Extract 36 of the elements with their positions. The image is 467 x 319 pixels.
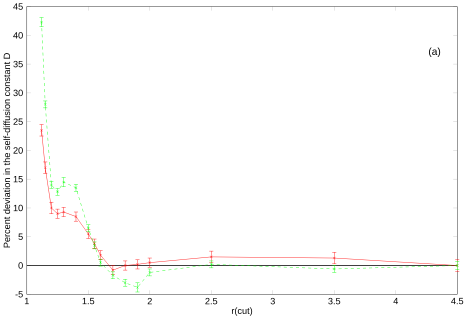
point [74,186,78,190]
y-axis-title: Percent deviation in the self-diffusion constant D [3,53,10,248]
y-tick-label: 35 [13,60,23,68]
y-tick-label: 5 [18,233,23,240]
point [62,180,66,184]
x-tick-label: 2.5 [205,298,218,304]
x-axis-title: r(cut) [232,307,252,316]
point [148,261,152,264]
y-tick-label: 15 [14,176,23,182]
point [99,254,102,256]
x-tick-label: 3.5 [328,298,340,304]
y-tick-label: 20 [13,147,23,154]
point [40,20,43,24]
y-tick-label: -5 [15,291,23,298]
point [50,184,53,186]
x-tick-label: 3 [270,298,275,304]
x-tick-label: 1.5 [82,298,94,304]
point [136,286,139,289]
point [124,264,127,267]
y-tick-label: 45 [13,3,23,10]
x-tick-label: 2 [148,298,152,304]
x-tick-label: 4.5 [451,298,464,304]
point [62,210,66,214]
point [56,212,59,216]
y-tick-label: 10 [14,204,23,212]
point [74,215,78,218]
point [112,268,114,272]
y-tick-label: 0 [18,262,23,269]
x-tick-label: 1 [24,298,29,304]
y-tick-label: 30 [13,90,23,96]
point [332,268,336,270]
annotation: (a) [428,47,440,57]
y-tick-label: 40 [13,32,23,39]
y-tick-label: 25 [13,118,23,125]
x-tick-label: 4 [393,298,398,304]
point [136,262,139,266]
